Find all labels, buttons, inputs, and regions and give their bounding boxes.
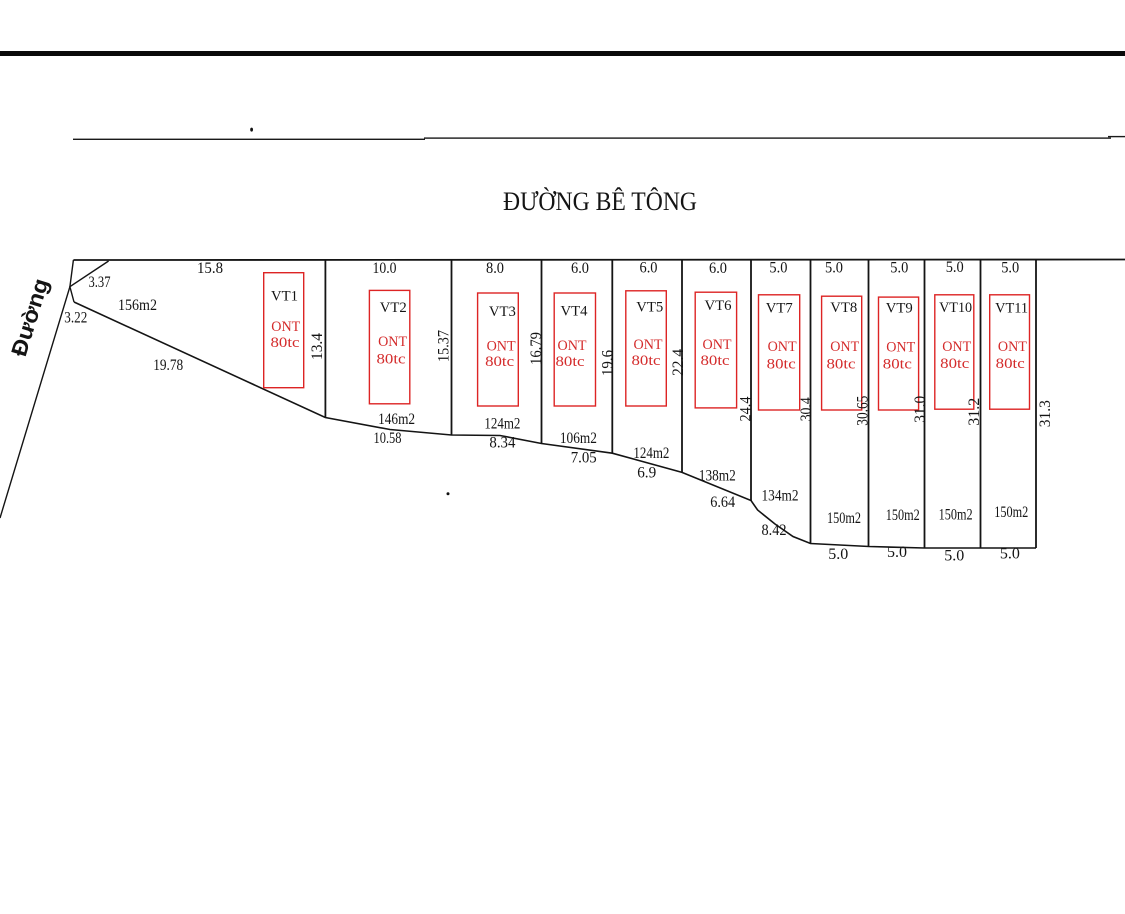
svg-text:22.4: 22.4 bbox=[670, 349, 687, 376]
svg-text:31.0: 31.0 bbox=[912, 396, 929, 423]
svg-text:6.9: 6.9 bbox=[637, 465, 656, 482]
svg-text:134m2: 134m2 bbox=[762, 488, 799, 505]
svg-text:ONT: ONT bbox=[768, 339, 797, 355]
svg-text:5.0: 5.0 bbox=[828, 546, 848, 563]
svg-text:VT7: VT7 bbox=[766, 301, 793, 317]
svg-text:5.0: 5.0 bbox=[769, 260, 787, 277]
svg-text:6.0: 6.0 bbox=[571, 260, 589, 277]
svg-text:VT2: VT2 bbox=[380, 300, 407, 316]
svg-text:VT9: VT9 bbox=[886, 301, 913, 317]
svg-text:150m2: 150m2 bbox=[939, 507, 973, 524]
svg-text:80tc: 80tc bbox=[377, 352, 406, 368]
svg-text:ONT: ONT bbox=[378, 334, 407, 350]
svg-text:80tc: 80tc bbox=[767, 357, 796, 373]
svg-text:80tc: 80tc bbox=[701, 353, 730, 369]
svg-text:ONT: ONT bbox=[942, 339, 971, 355]
svg-text:10.58: 10.58 bbox=[374, 430, 402, 447]
svg-text:13.4: 13.4 bbox=[309, 333, 326, 360]
svg-text:3.37: 3.37 bbox=[89, 274, 111, 291]
svg-text:156m2: 156m2 bbox=[118, 297, 157, 314]
svg-text:8.0: 8.0 bbox=[486, 260, 504, 277]
svg-text:138m2: 138m2 bbox=[699, 468, 736, 485]
svg-text:80tc: 80tc bbox=[827, 357, 856, 373]
svg-text:ONT: ONT bbox=[998, 339, 1027, 355]
svg-text:106m2: 106m2 bbox=[560, 430, 597, 447]
svg-text:VT8: VT8 bbox=[830, 300, 857, 316]
svg-text:124m2: 124m2 bbox=[633, 445, 669, 462]
svg-text:5.0: 5.0 bbox=[1001, 260, 1019, 277]
svg-text:150m2: 150m2 bbox=[886, 507, 920, 524]
svg-text:3.22: 3.22 bbox=[64, 310, 87, 327]
svg-text:VT6: VT6 bbox=[705, 298, 732, 314]
svg-text:8.34: 8.34 bbox=[489, 435, 515, 452]
svg-text:80tc: 80tc bbox=[556, 354, 585, 370]
svg-text:6.0: 6.0 bbox=[709, 260, 727, 277]
svg-text:19.78: 19.78 bbox=[153, 357, 183, 374]
svg-text:19.6: 19.6 bbox=[600, 350, 617, 376]
svg-text:80tc: 80tc bbox=[940, 356, 969, 372]
svg-text:80tc: 80tc bbox=[883, 357, 912, 373]
svg-text:VT5: VT5 bbox=[636, 300, 663, 316]
svg-text:VT11: VT11 bbox=[995, 301, 1028, 317]
svg-text:5.0: 5.0 bbox=[1000, 546, 1020, 563]
svg-text:16.79: 16.79 bbox=[528, 332, 545, 365]
svg-text:15.8: 15.8 bbox=[197, 260, 223, 277]
svg-text:VT10: VT10 bbox=[939, 300, 972, 316]
svg-text:VT1: VT1 bbox=[271, 289, 298, 305]
svg-text:10.0: 10.0 bbox=[373, 260, 397, 277]
svg-text:15.37: 15.37 bbox=[435, 330, 452, 362]
svg-text:ONT: ONT bbox=[703, 337, 732, 353]
svg-text:5.0: 5.0 bbox=[890, 260, 908, 277]
svg-text:5.0: 5.0 bbox=[944, 548, 964, 565]
svg-text:ONT: ONT bbox=[886, 340, 915, 356]
svg-text:ĐƯỜNG BÊ TÔNG: ĐƯỜNG BÊ TÔNG bbox=[503, 187, 697, 216]
svg-text:5.0: 5.0 bbox=[825, 260, 843, 277]
svg-text:ONT: ONT bbox=[634, 337, 663, 353]
svg-text:150m2: 150m2 bbox=[994, 504, 1028, 521]
svg-text:VT3: VT3 bbox=[489, 304, 516, 320]
svg-text:7.05: 7.05 bbox=[571, 450, 597, 467]
svg-text:30.4: 30.4 bbox=[798, 397, 815, 421]
svg-text:5.0: 5.0 bbox=[887, 544, 907, 561]
svg-text:80tc: 80tc bbox=[271, 335, 300, 351]
svg-text:8.42: 8.42 bbox=[762, 522, 787, 539]
svg-text:80tc: 80tc bbox=[485, 354, 514, 370]
svg-text:ONT: ONT bbox=[830, 339, 859, 355]
svg-text:150m2: 150m2 bbox=[827, 510, 861, 527]
svg-text:24.4: 24.4 bbox=[737, 397, 754, 422]
svg-text:146m2: 146m2 bbox=[378, 411, 415, 428]
svg-text:80tc: 80tc bbox=[632, 353, 661, 369]
svg-text:124m2: 124m2 bbox=[484, 416, 520, 433]
svg-text:ONT: ONT bbox=[271, 319, 300, 335]
svg-text:VT4: VT4 bbox=[561, 304, 588, 320]
svg-text:80tc: 80tc bbox=[996, 356, 1025, 372]
svg-text:30.65: 30.65 bbox=[854, 396, 871, 426]
svg-text:ONT: ONT bbox=[558, 338, 587, 354]
svg-text:ONT: ONT bbox=[487, 339, 516, 355]
svg-text:5.0: 5.0 bbox=[946, 259, 964, 276]
svg-text:31.3: 31.3 bbox=[1037, 400, 1054, 427]
svg-text:6.0: 6.0 bbox=[640, 260, 658, 277]
svg-text:6.64: 6.64 bbox=[710, 494, 735, 511]
svg-text:31.2: 31.2 bbox=[966, 398, 983, 426]
